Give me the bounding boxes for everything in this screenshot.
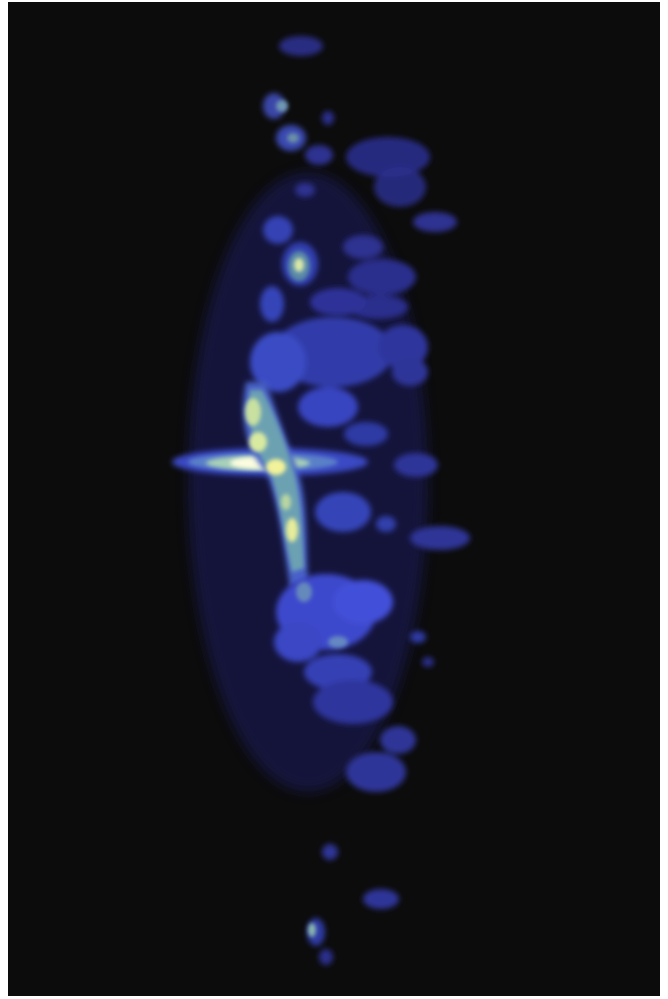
volume-render-frame — [8, 2, 660, 996]
upper-knot — [276, 100, 310, 281]
volume-render-image — [172, 36, 470, 965]
lower-highlights — [296, 582, 348, 937]
central-spine — [243, 382, 308, 587]
middle-blobs — [250, 317, 470, 550]
